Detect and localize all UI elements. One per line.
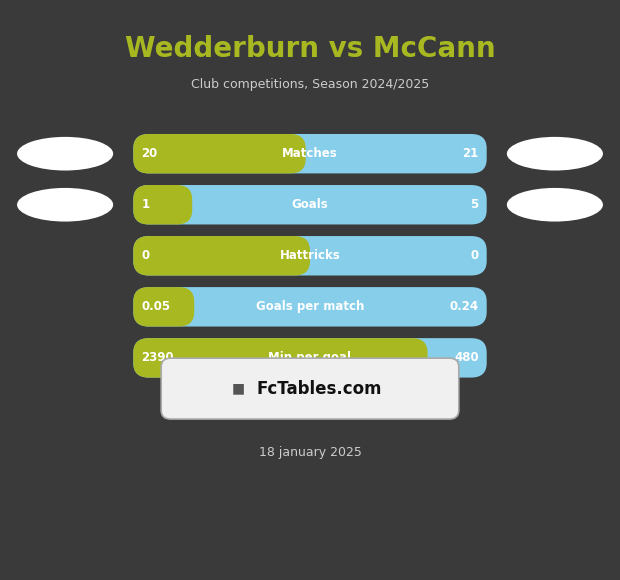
Text: 1: 1	[141, 198, 149, 211]
FancyBboxPatch shape	[133, 185, 192, 224]
Text: 0: 0	[141, 249, 149, 262]
Text: ■: ■	[232, 382, 246, 396]
Text: 0.24: 0.24	[450, 300, 479, 313]
Text: 0.05: 0.05	[141, 300, 171, 313]
Ellipse shape	[17, 188, 113, 222]
Text: FcTables.com: FcTables.com	[257, 379, 382, 398]
Text: Hattricks: Hattricks	[280, 249, 340, 262]
FancyBboxPatch shape	[133, 185, 487, 224]
FancyBboxPatch shape	[133, 236, 310, 276]
Text: Min per goal: Min per goal	[268, 351, 352, 364]
Text: 20: 20	[141, 147, 157, 160]
FancyBboxPatch shape	[133, 338, 487, 378]
Ellipse shape	[507, 188, 603, 222]
Ellipse shape	[507, 137, 603, 171]
Text: 480: 480	[454, 351, 479, 364]
Text: 5: 5	[471, 198, 479, 211]
Text: Wedderburn vs McCann: Wedderburn vs McCann	[125, 35, 495, 63]
Ellipse shape	[17, 137, 113, 171]
FancyBboxPatch shape	[133, 236, 487, 276]
FancyBboxPatch shape	[133, 287, 487, 327]
Text: 18 january 2025: 18 january 2025	[259, 446, 361, 459]
FancyBboxPatch shape	[133, 287, 194, 327]
Text: 0: 0	[471, 249, 479, 262]
Text: Matches: Matches	[282, 147, 338, 160]
Text: Goals per match: Goals per match	[256, 300, 364, 313]
FancyBboxPatch shape	[133, 134, 487, 173]
Text: 21: 21	[463, 147, 479, 160]
Text: Club competitions, Season 2024/2025: Club competitions, Season 2024/2025	[191, 78, 429, 90]
FancyBboxPatch shape	[161, 358, 459, 419]
Text: Goals: Goals	[291, 198, 329, 211]
FancyBboxPatch shape	[133, 134, 306, 173]
FancyBboxPatch shape	[133, 338, 428, 378]
Text: 2390: 2390	[141, 351, 174, 364]
